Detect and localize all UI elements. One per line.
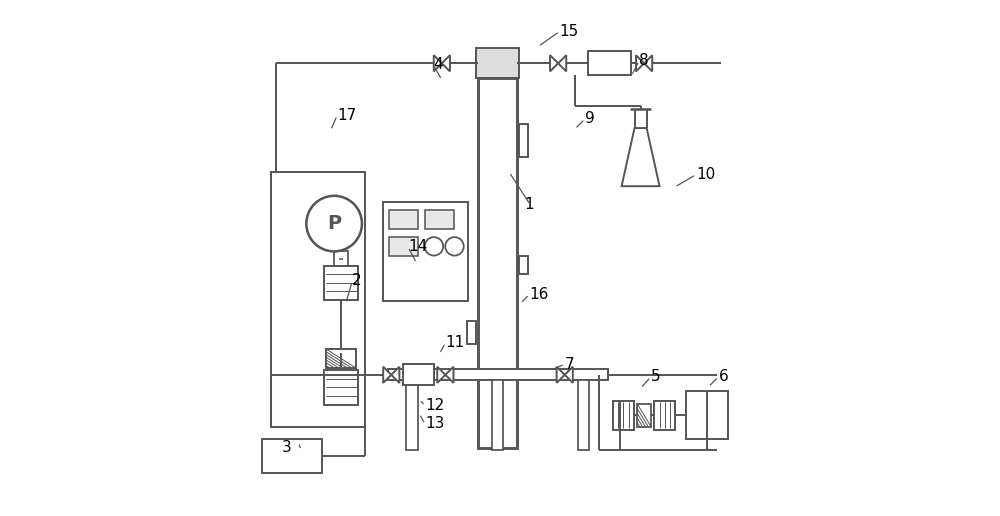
Bar (492, 380, 503, 450)
Circle shape (306, 196, 362, 251)
Polygon shape (391, 367, 399, 383)
Bar (388, 369, 608, 380)
Bar (478, 78, 517, 447)
Bar (637, 404, 651, 427)
Text: 12: 12 (425, 398, 444, 413)
Circle shape (425, 237, 443, 255)
Bar (654, 400, 675, 430)
Text: 10: 10 (696, 167, 715, 182)
Text: 1: 1 (524, 198, 534, 213)
Bar (406, 380, 418, 450)
Bar (389, 210, 418, 229)
Bar (383, 202, 468, 301)
Polygon shape (622, 128, 660, 186)
Text: 14: 14 (408, 239, 427, 254)
Text: 4: 4 (433, 57, 443, 72)
Polygon shape (442, 55, 450, 71)
Text: 17: 17 (337, 108, 356, 123)
Polygon shape (550, 55, 558, 71)
Bar (476, 48, 519, 78)
Polygon shape (644, 55, 652, 71)
Circle shape (445, 237, 464, 255)
Polygon shape (383, 367, 391, 383)
Bar (403, 364, 434, 385)
Polygon shape (558, 55, 566, 71)
Bar (262, 439, 322, 473)
Bar (425, 210, 454, 229)
Bar (271, 172, 365, 427)
Bar (467, 321, 476, 344)
Bar (588, 51, 631, 75)
Polygon shape (557, 367, 565, 383)
Text: 7: 7 (565, 357, 574, 372)
Bar (324, 266, 358, 300)
Bar (578, 380, 589, 450)
Bar (334, 251, 348, 266)
Text: 5: 5 (651, 369, 660, 384)
Text: 9: 9 (585, 111, 595, 126)
Bar (389, 237, 418, 256)
Bar (686, 392, 728, 439)
Polygon shape (434, 55, 442, 71)
Bar (519, 256, 528, 274)
Text: 6: 6 (718, 369, 728, 384)
Polygon shape (437, 367, 445, 383)
Bar (620, 405, 626, 426)
Polygon shape (445, 367, 453, 383)
Bar (613, 400, 634, 430)
Bar (324, 370, 358, 405)
Text: 15: 15 (560, 24, 579, 39)
Text: 8: 8 (639, 53, 649, 68)
Text: 2: 2 (352, 273, 362, 288)
Text: 13: 13 (425, 416, 445, 431)
Text: 3: 3 (282, 440, 291, 455)
Text: 16: 16 (529, 287, 549, 302)
Bar (519, 124, 528, 157)
Polygon shape (565, 367, 573, 383)
Bar (326, 349, 356, 368)
Text: P: P (327, 214, 341, 233)
Text: 11: 11 (445, 335, 465, 350)
Polygon shape (636, 55, 644, 71)
